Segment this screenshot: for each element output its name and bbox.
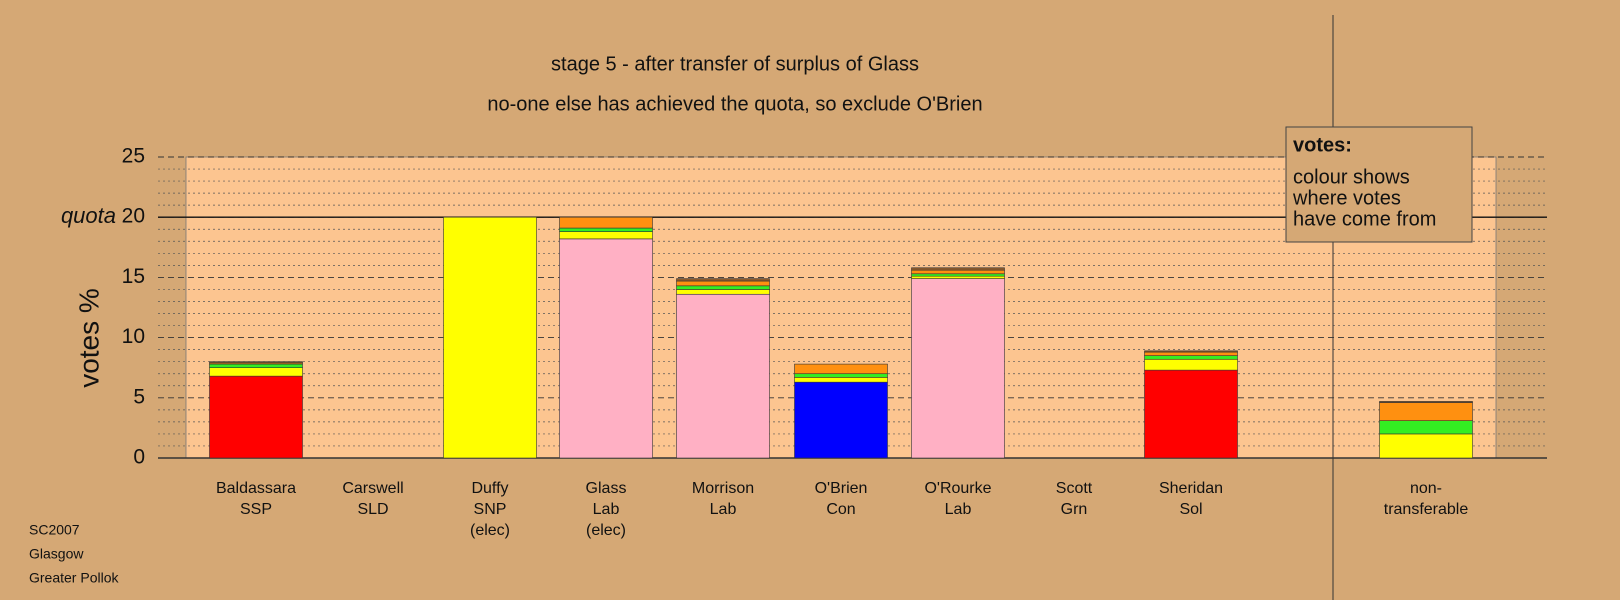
y-tick-label: 0 [133, 446, 145, 469]
bar-segment [559, 216, 653, 229]
bar-segment [443, 216, 537, 459]
footer-text: SC2007 [29, 522, 80, 538]
bar-segment [911, 267, 1005, 271]
x-tick-label: Con [826, 501, 855, 518]
y-tick-label: 5 [133, 385, 145, 408]
bar-segment [676, 293, 770, 459]
legend-text: colour shows [1293, 166, 1410, 188]
x-tick-label: Baldassara [216, 480, 296, 497]
y-tick-label: 20 [122, 205, 145, 228]
bar-segment [1144, 358, 1238, 371]
x-tick-label: Sol [1179, 501, 1202, 518]
x-tick-label: Lab [945, 501, 972, 518]
bar-segment [1144, 355, 1238, 360]
x-tick-label: Lab [710, 501, 737, 518]
chart-subtitle: no-one else has achieved the quota, so e… [487, 93, 982, 115]
bar-segment [911, 275, 1005, 279]
x-tick-label: O'Brien [815, 480, 868, 497]
x-tick-label: Duffy [471, 480, 508, 497]
bar-segment [676, 278, 770, 282]
bar-segment [1379, 401, 1473, 403]
bar-segment [559, 238, 653, 459]
bar-segment [1144, 350, 1238, 353]
x-tick-label: transferable [1384, 501, 1469, 518]
bar-segment [559, 231, 653, 240]
bar-segment [1379, 420, 1473, 435]
x-tick-label: Lab [593, 501, 620, 518]
x-tick-label: SSP [240, 501, 272, 518]
y-tick-label: 10 [122, 325, 145, 348]
bar-segment [1379, 433, 1473, 459]
x-tick-label: Morrison [692, 480, 754, 497]
x-tick-label: SNP [474, 501, 507, 518]
bar-segment [1379, 402, 1473, 421]
bar-segment [676, 285, 770, 290]
bar-segment [559, 227, 653, 232]
bar-segment [209, 375, 303, 459]
y-tick-label: 25 [122, 145, 145, 168]
x-tick-label: Glass [586, 480, 627, 497]
bar-segment [794, 377, 888, 383]
chart-title: stage 5 - after transfer of surplus of G… [551, 53, 919, 75]
bar-segment [209, 363, 303, 369]
footer-text: Glasgow [29, 546, 84, 562]
bar-segment [1144, 351, 1238, 356]
bar-segment [676, 289, 770, 295]
bar-segment [676, 280, 770, 287]
x-tick-label: (elec) [470, 522, 510, 539]
quota-label: quota [61, 203, 116, 228]
bar-segment [1144, 369, 1238, 459]
x-tick-label: O'Rourke [924, 480, 991, 497]
legend-text: where votes [1292, 187, 1401, 209]
footer-text: Greater Pollok [29, 570, 119, 586]
bars [209, 216, 1473, 459]
y-axis-label: votes % [73, 288, 104, 388]
legend-title: votes: [1293, 134, 1352, 156]
legend-text: have come from [1293, 208, 1436, 230]
legend-box [1285, 126, 1473, 243]
bar-segment [209, 367, 303, 377]
x-tick-label: Sheridan [1159, 480, 1223, 497]
bar-segment [911, 273, 1005, 277]
x-tick-label: (elec) [586, 522, 626, 539]
x-tick-label: SLD [357, 501, 388, 518]
bar-segment [794, 381, 888, 459]
x-tick-label: Grn [1061, 501, 1088, 518]
bar-segment [794, 363, 888, 375]
x-tick-label: Scott [1056, 480, 1093, 497]
bar-segment [794, 373, 888, 378]
x-tick-label: non- [1410, 480, 1442, 497]
x-tick-label: Carswell [342, 480, 403, 497]
bar-segment [209, 361, 303, 364]
bar-segment [911, 269, 1005, 275]
bar-segment [911, 278, 1005, 459]
y-tick-label: 15 [122, 265, 145, 288]
